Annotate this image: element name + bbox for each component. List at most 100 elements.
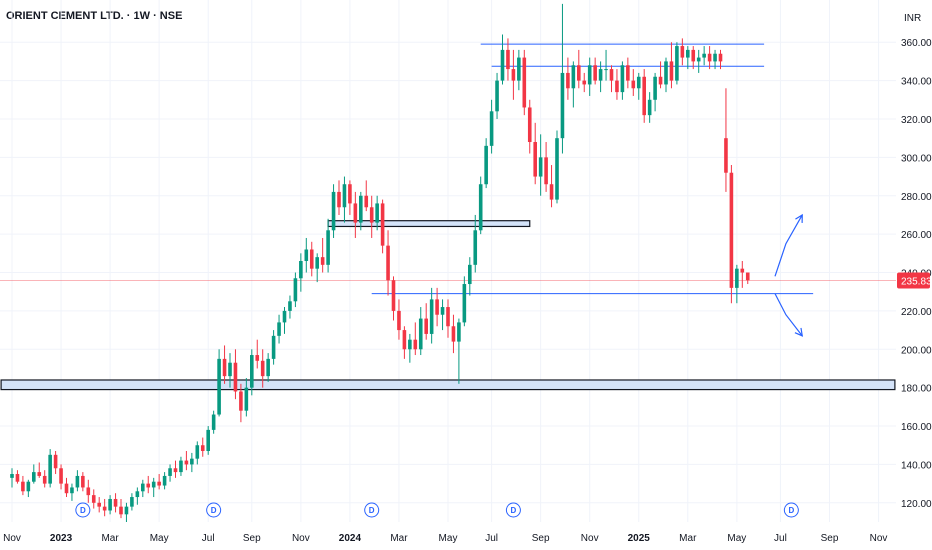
candle-body bbox=[446, 307, 450, 327]
chart-title: ORIENT CEMENT LTD. · 1W · NSE bbox=[6, 10, 183, 22]
candle-body bbox=[517, 57, 521, 81]
candle-body bbox=[331, 191, 336, 231]
candles bbox=[10, 3, 750, 522]
x-tick-label: 2023 bbox=[50, 533, 73, 544]
horizontal-levels bbox=[371, 43, 814, 295]
candle-body bbox=[658, 76, 663, 85]
candle-body bbox=[598, 69, 603, 81]
candle-body bbox=[484, 145, 488, 185]
candle-body bbox=[691, 49, 696, 62]
candle-body bbox=[320, 257, 325, 265]
candle-body bbox=[593, 65, 597, 81]
candle-body bbox=[141, 483, 145, 492]
candle-body bbox=[696, 57, 701, 62]
candle-body bbox=[473, 230, 478, 265]
y-tick-label: 300.00 bbox=[901, 153, 932, 164]
candle-body bbox=[587, 65, 592, 85]
candle-body bbox=[195, 445, 200, 459]
candle-body bbox=[418, 318, 423, 350]
grid-lines bbox=[0, 0, 896, 522]
candle-body bbox=[108, 498, 112, 511]
arrow-down-head bbox=[794, 327, 804, 337]
candle-body bbox=[15, 474, 20, 482]
candle-body bbox=[615, 80, 619, 93]
zone-rect bbox=[327, 220, 531, 228]
candle-body bbox=[664, 61, 668, 85]
dividend-marker bbox=[505, 502, 521, 518]
candle-body bbox=[162, 475, 167, 486]
candle-body bbox=[440, 307, 445, 315]
candle-body bbox=[48, 454, 52, 484]
x-tick-label: Sep bbox=[532, 533, 550, 544]
candle-body bbox=[271, 335, 276, 359]
zone-rect bbox=[0, 379, 896, 391]
candle-body bbox=[675, 46, 679, 81]
candle-body bbox=[489, 111, 494, 146]
x-tick-label: May bbox=[150, 533, 169, 544]
candle-body bbox=[386, 245, 390, 281]
candle-body bbox=[718, 53, 723, 62]
candle-body bbox=[620, 65, 625, 93]
candle-body bbox=[168, 468, 172, 476]
candle-body bbox=[462, 284, 467, 323]
candle-body bbox=[75, 475, 80, 488]
x-tick-label: Mar bbox=[101, 533, 119, 544]
candle-body bbox=[222, 358, 227, 377]
candle-body bbox=[402, 330, 407, 350]
x-tick-label: 2024 bbox=[339, 533, 362, 544]
x-tick-label: Mar bbox=[679, 533, 697, 544]
dividend-marker bbox=[364, 502, 380, 518]
candle-body bbox=[631, 80, 636, 89]
candle-body bbox=[32, 472, 36, 482]
candle-body bbox=[582, 80, 587, 85]
candle-body bbox=[604, 69, 608, 71]
candle-body bbox=[266, 358, 270, 377]
x-tick-label: Sep bbox=[243, 533, 261, 544]
candle-body bbox=[713, 53, 717, 62]
candle-body bbox=[304, 249, 309, 261]
candle-body bbox=[342, 184, 347, 208]
candle-body bbox=[729, 172, 734, 288]
x-tick-label: Nov bbox=[870, 533, 888, 544]
x-tick-label: May bbox=[439, 533, 458, 544]
candle-body bbox=[260, 360, 265, 377]
y-axis: 120.00140.00160.00180.00200.00220.00240.… bbox=[897, 38, 932, 510]
candle-body bbox=[173, 468, 178, 473]
last-price-tag-label: 235.83 bbox=[901, 277, 932, 288]
currency-label: INR bbox=[904, 13, 921, 24]
candle-body bbox=[353, 203, 358, 223]
candle-body bbox=[424, 318, 428, 334]
candle-body bbox=[102, 506, 107, 511]
y-tick-label: 360.00 bbox=[901, 38, 932, 49]
candle-body bbox=[653, 76, 657, 100]
candle-body bbox=[359, 195, 363, 223]
y-tick-label: 120.00 bbox=[901, 499, 932, 510]
candle-body bbox=[244, 387, 249, 411]
candle-body bbox=[135, 491, 140, 498]
candle-body bbox=[500, 49, 505, 81]
candle-body bbox=[364, 195, 369, 208]
candle-body bbox=[686, 49, 690, 58]
x-tick-label: May bbox=[727, 533, 746, 544]
candle-body bbox=[282, 310, 287, 323]
candle-body bbox=[91, 495, 96, 503]
dividend-marker-label: D bbox=[80, 506, 86, 515]
candle-body bbox=[157, 481, 161, 486]
candle-body bbox=[211, 414, 216, 430]
dividend-marker-label: D bbox=[788, 506, 794, 515]
candle-body bbox=[293, 278, 298, 302]
candle-body bbox=[560, 72, 565, 139]
candle-body bbox=[555, 138, 559, 200]
arrow-up-line bbox=[774, 214, 803, 277]
arrow-up-head bbox=[795, 213, 803, 223]
dividend-marker bbox=[75, 502, 91, 518]
candle-body bbox=[707, 53, 712, 62]
candle-body bbox=[495, 80, 499, 112]
candle-body bbox=[408, 339, 412, 350]
x-axis: Nov 2023 Mar May Jul Sep Nov 2024 Mar May Jul Sep No… bbox=[3, 533, 887, 544]
candle-body bbox=[724, 138, 728, 173]
candle-body bbox=[538, 157, 543, 177]
candle-body bbox=[375, 203, 379, 223]
candle-body bbox=[735, 268, 739, 288]
